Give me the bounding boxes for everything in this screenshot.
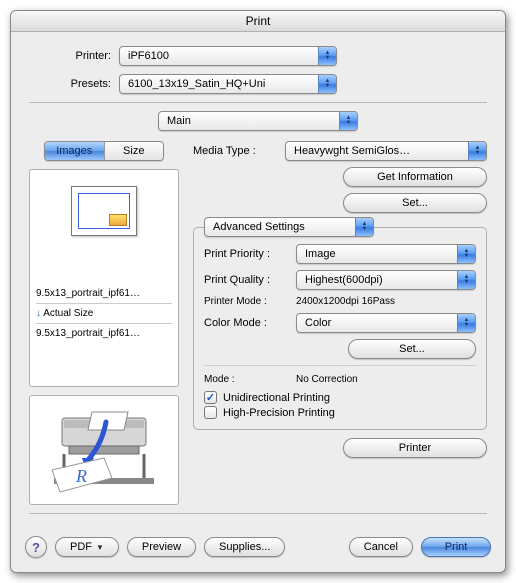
advanced-groupbox: Advanced Settings ▲▼ Print Priority : Im… [193, 227, 487, 430]
updown-icon: ▲▼ [468, 142, 486, 160]
updown-icon: ▲▼ [339, 112, 357, 130]
left-column: Images Size 9.5x13_portrait_ipf61… ↓ Act… [29, 141, 179, 505]
window-title: Print [246, 14, 271, 28]
quality-dropdown[interactable]: Highest(600dpi) ▲▼ [296, 270, 476, 290]
updown-icon: ▲▼ [457, 245, 475, 263]
print-button[interactable]: Print [421, 537, 491, 557]
media-type-value: Heavywght SemiGlos… [286, 145, 468, 157]
printer-button[interactable]: Printer [343, 438, 487, 458]
preview-tabs: Images Size [44, 141, 164, 161]
color-mode-value: Color [297, 317, 457, 329]
print-dialog: Print Printer: iPF6100 ▲▼ Presets: 6100_… [10, 10, 506, 573]
printer-value: iPF6100 [120, 50, 318, 62]
checkbox-icon: ✓ [204, 391, 217, 404]
presets-value: 6100_13x19_Satin_HQ+Uni [120, 78, 318, 90]
quality-label: Print Quality : [204, 274, 296, 286]
page-thumbnail [36, 176, 172, 246]
titlebar: Print [11, 11, 505, 32]
color-mode-label: Color Mode : [204, 317, 296, 329]
get-information-button[interactable]: Get Information [343, 167, 487, 187]
help-button[interactable]: ? [25, 536, 47, 558]
unidirectional-label: Unidirectional Printing [223, 392, 330, 404]
triangle-down-icon: ▼ [96, 543, 104, 552]
mode-value: No Correction [296, 374, 358, 385]
printer-mode-value: 2400x1200dpi 16Pass [296, 296, 395, 307]
high-precision-label: High-Precision Printing [223, 407, 335, 419]
file-line-1: 9.5x13_portrait_ipf61… [36, 286, 172, 301]
updown-icon: ▲▼ [355, 218, 373, 236]
presets-label: Presets: [29, 78, 119, 90]
media-type-dropdown[interactable]: Heavywght SemiGlos… ▲▼ [285, 141, 487, 161]
preview-button[interactable]: Preview [127, 537, 196, 557]
media-set-button[interactable]: Set... [343, 193, 487, 213]
preview-info: 9.5x13_portrait_ipf61… ↓ Actual Size 9.5… [36, 286, 172, 341]
color-set-button[interactable]: Set... [348, 339, 476, 359]
divider [29, 102, 487, 103]
updown-icon: ▲▼ [457, 314, 475, 332]
section-value: Main [159, 115, 339, 127]
updown-icon: ▲▼ [318, 75, 336, 93]
priority-dropdown[interactable]: Image ▲▼ [296, 244, 476, 264]
actual-size-line: ↓ Actual Size [36, 306, 172, 321]
updown-icon: ▲▼ [318, 47, 336, 65]
file-line-2: 9.5x13_portrait_ipf61… [36, 326, 172, 341]
printer-label: Printer: [29, 50, 119, 62]
advanced-value: Advanced Settings [205, 221, 355, 233]
color-mode-dropdown[interactable]: Color ▲▼ [296, 313, 476, 333]
quality-value: Highest(600dpi) [297, 274, 457, 286]
priority-label: Print Priority : [204, 248, 296, 260]
right-column: Media Type : Heavywght SemiGlos… ▲▼ Get … [193, 141, 487, 505]
svg-text:R: R [75, 466, 87, 486]
printer-dropdown[interactable]: iPF6100 ▲▼ [119, 46, 337, 66]
cancel-button[interactable]: Cancel [349, 537, 413, 557]
priority-value: Image [297, 248, 457, 260]
section-dropdown[interactable]: Main ▲▼ [158, 111, 358, 131]
updown-icon: ▲▼ [457, 271, 475, 289]
high-precision-checkbox[interactable]: High-Precision Printing [204, 406, 476, 419]
mode-label: Mode : [204, 374, 296, 385]
tab-images[interactable]: Images [45, 142, 104, 160]
printer-illustration: R [29, 395, 179, 505]
pdf-button[interactable]: PDF▼ [55, 537, 119, 557]
tab-size[interactable]: Size [104, 142, 164, 160]
preview-box: 9.5x13_portrait_ipf61… ↓ Actual Size 9.5… [29, 169, 179, 387]
down-arrow-icon: ↓ [36, 308, 41, 319]
printer-mode-label: Printer Mode : [204, 296, 296, 307]
media-type-label: Media Type : [193, 145, 285, 157]
checkbox-icon [204, 406, 217, 419]
unidirectional-checkbox[interactable]: ✓ Unidirectional Printing [204, 391, 476, 404]
presets-dropdown[interactable]: 6100_13x19_Satin_HQ+Uni ▲▼ [119, 74, 337, 94]
supplies-button[interactable]: Supplies... [204, 537, 285, 557]
dialog-footer: ? PDF▼ Preview Supplies... Cancel Print [11, 526, 505, 572]
advanced-dropdown[interactable]: Advanced Settings ▲▼ [204, 217, 374, 237]
